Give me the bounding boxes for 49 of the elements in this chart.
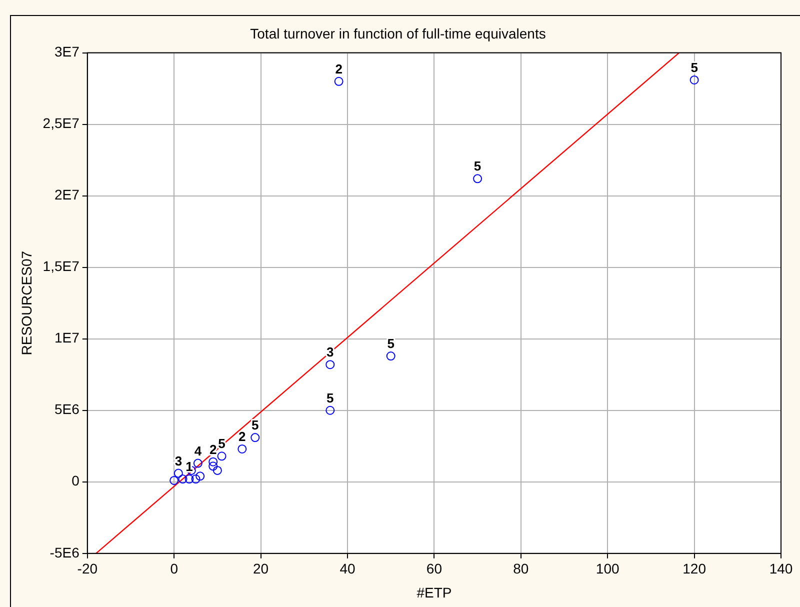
point — [217, 452, 226, 461]
point — [208, 462, 218, 471]
y-tick-label: -5E6 — [50, 544, 80, 560]
text: 5 — [690, 60, 698, 76]
y-tick-label: 5E6 — [54, 401, 80, 418]
point — [184, 474, 194, 484]
point — [174, 468, 183, 478]
point — [191, 474, 200, 484]
x-tick-label: 80 — [513, 560, 529, 577]
point — [386, 352, 396, 361]
point — [196, 472, 205, 481]
series-label: 2 — [335, 61, 342, 76]
y-tick-label: 1E7 — [54, 330, 80, 346]
text: 5 — [252, 418, 259, 433]
series-label: 4 — [194, 443, 202, 458]
x-tick-label: 60 — [426, 560, 442, 577]
text: 5 — [387, 336, 394, 352]
x-tick-label: 140 — [769, 560, 793, 577]
point — [178, 474, 188, 484]
series-label: 5 — [326, 390, 334, 406]
point — [326, 360, 335, 370]
x-tick-label: 120 — [682, 560, 706, 577]
point — [690, 75, 699, 84]
text: 5 — [474, 158, 482, 174]
x-tick-label: 0 — [170, 560, 178, 577]
y-tick-label: 0 — [72, 472, 80, 489]
point — [238, 444, 247, 454]
y-tick-label: 2E7 — [54, 186, 80, 203]
y-axis-title: RESOURCES07 — [18, 250, 34, 356]
y-tick-label: 2,5E7 — [42, 115, 80, 132]
x-axis-title: #ETP — [416, 584, 452, 600]
text: 3 — [174, 453, 182, 468]
point — [208, 457, 218, 466]
point — [193, 458, 202, 468]
point — [473, 174, 482, 184]
point — [212, 466, 222, 475]
x-tick-label: 100 — [596, 560, 620, 577]
x-tick-label: 40 — [340, 560, 356, 577]
x-tick-label: 20 — [253, 560, 269, 577]
text: 2 — [209, 442, 217, 457]
point — [326, 406, 335, 415]
x-tick-label: -20 — [77, 560, 98, 577]
chart-title: Total turnover in function of full-time equivalents — [250, 25, 546, 42]
y-tick-label: 3E7 — [54, 44, 80, 60]
y-tick-label: 1,5E7 — [42, 258, 80, 274]
point — [250, 433, 260, 442]
point — [334, 76, 344, 86]
text: 2 — [238, 429, 246, 444]
point — [170, 476, 179, 485]
